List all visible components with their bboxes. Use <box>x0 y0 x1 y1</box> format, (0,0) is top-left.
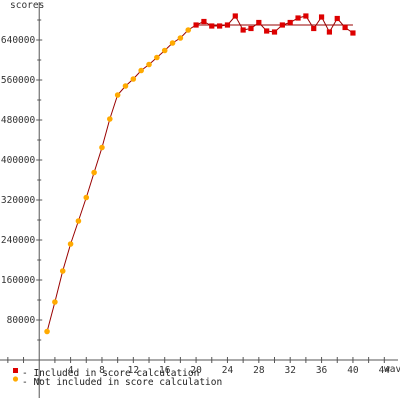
legend-swatch-not-included <box>12 376 19 382</box>
y-tick-label: 640000 <box>1 35 36 46</box>
point-not-included <box>122 83 129 89</box>
point-not-included <box>114 92 121 98</box>
point-included <box>311 25 317 32</box>
point-not-included <box>59 268 66 274</box>
y-tick-label: 160000 <box>1 275 36 286</box>
point-not-included <box>67 241 74 247</box>
x-tick-label: 28 <box>253 365 265 376</box>
score-line <box>46 15 354 332</box>
x-tick-label: 20 <box>190 365 202 376</box>
point-included <box>279 22 285 28</box>
y-tick-label: 560000 <box>1 75 36 86</box>
point-included <box>217 23 223 29</box>
y-tick-label: 80000 <box>7 315 36 326</box>
point-not-included <box>75 218 82 224</box>
point-included <box>264 28 270 34</box>
x-tick-label: 36 <box>316 365 328 376</box>
point-included <box>287 19 293 26</box>
point-not-included <box>177 35 184 41</box>
point-included <box>224 22 231 28</box>
point-included <box>326 29 333 35</box>
x-tick-label: 44 <box>379 365 391 376</box>
y-tick-label: 480000 <box>1 115 36 126</box>
point-not-included <box>185 27 192 33</box>
point-included <box>232 13 238 19</box>
legend-label-included: - Included in score calculation <box>22 368 199 379</box>
point-not-included <box>161 47 168 54</box>
point-included <box>193 22 199 28</box>
point-not-included <box>138 67 144 74</box>
point-not-included <box>107 116 113 122</box>
point-included <box>271 29 278 35</box>
point-included <box>342 24 348 31</box>
legend-label-not-included: - Not included in score calculation <box>22 377 222 388</box>
x-tick-label: 4 <box>68 365 74 376</box>
point-not-included <box>44 328 50 335</box>
point-not-included <box>52 299 58 305</box>
x-tick-label: 32 <box>284 365 295 376</box>
x-tick-label: 16 <box>159 365 171 376</box>
point-not-included <box>99 144 105 151</box>
x-tick-label: 12 <box>128 365 139 376</box>
point-included <box>209 23 215 29</box>
x-tick-label: 8 <box>99 365 105 376</box>
y-axis-label: scores <box>10 0 44 11</box>
point-not-included <box>154 54 160 61</box>
point-included <box>256 19 262 26</box>
point-included <box>318 14 325 20</box>
point-not-included <box>146 61 152 68</box>
point-not-included <box>169 40 176 46</box>
series-lines <box>46 15 354 332</box>
point-included <box>201 18 207 25</box>
point-included <box>303 13 309 19</box>
point-included <box>334 15 340 22</box>
y-tick-label: 400000 <box>1 155 36 166</box>
point-included <box>248 25 254 32</box>
legend: - Included in score calculation - Not in… <box>12 368 222 388</box>
point-included <box>240 27 246 33</box>
point-not-included <box>91 169 97 176</box>
data-points <box>44 13 356 335</box>
x-tick-label: 40 <box>347 365 359 376</box>
point-not-included <box>83 194 90 201</box>
x-tick-label: 24 <box>222 365 234 376</box>
point-included <box>350 30 356 36</box>
axis-labels: scores waves <box>10 0 400 375</box>
legend-swatch-included <box>13 368 18 373</box>
y-tick-label: 240000 <box>1 235 36 246</box>
x-axis-label: waves <box>384 364 400 375</box>
point-not-included <box>130 76 137 82</box>
y-tick-label: 320000 <box>1 195 36 206</box>
point-included <box>295 15 301 21</box>
